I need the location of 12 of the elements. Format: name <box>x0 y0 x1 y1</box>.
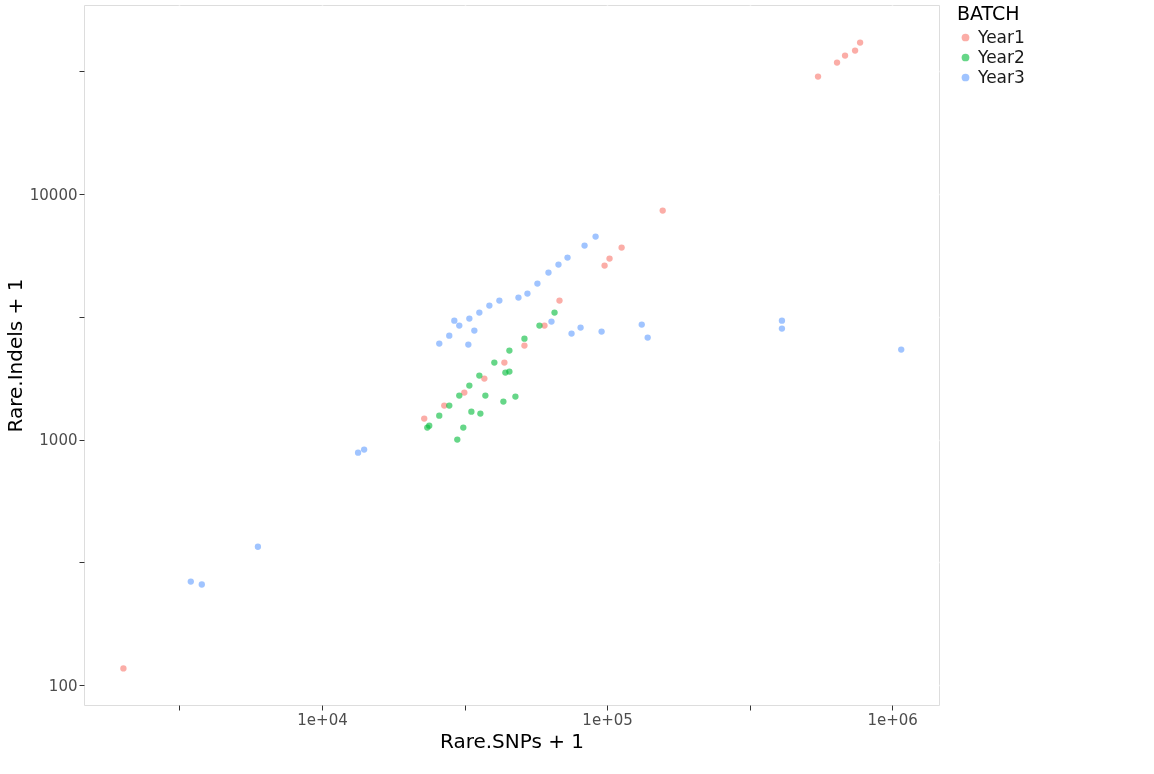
y-axis-title: Rare.Indels + 1 <box>2 278 27 433</box>
y-tick-label: 10000 <box>29 185 78 204</box>
x-tick-label: 1e+04 <box>297 710 348 729</box>
x-tick-label: 1e+06 <box>867 710 918 729</box>
x-tick-label: 1e+05 <box>582 710 633 729</box>
legend-label: Year3 <box>977 66 1025 87</box>
x-axis-title: Rare.SNPs + 1 <box>439 728 585 753</box>
legend-title: BATCH <box>957 2 1020 24</box>
legend-label: Year2 <box>977 46 1025 67</box>
y-tick-label: 100 <box>48 676 78 695</box>
legend-label: Year1 <box>977 26 1025 47</box>
y-tick-label: 1000 <box>39 431 78 450</box>
